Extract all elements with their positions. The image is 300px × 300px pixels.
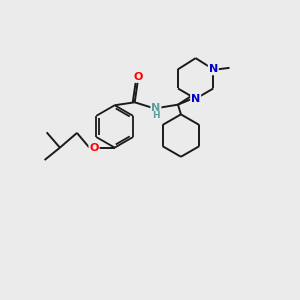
Text: N: N [191, 94, 200, 104]
Text: N: N [151, 103, 160, 112]
Text: O: O [133, 72, 142, 82]
Text: O: O [89, 142, 99, 153]
Text: H: H [152, 111, 160, 120]
Text: N: N [209, 64, 218, 74]
